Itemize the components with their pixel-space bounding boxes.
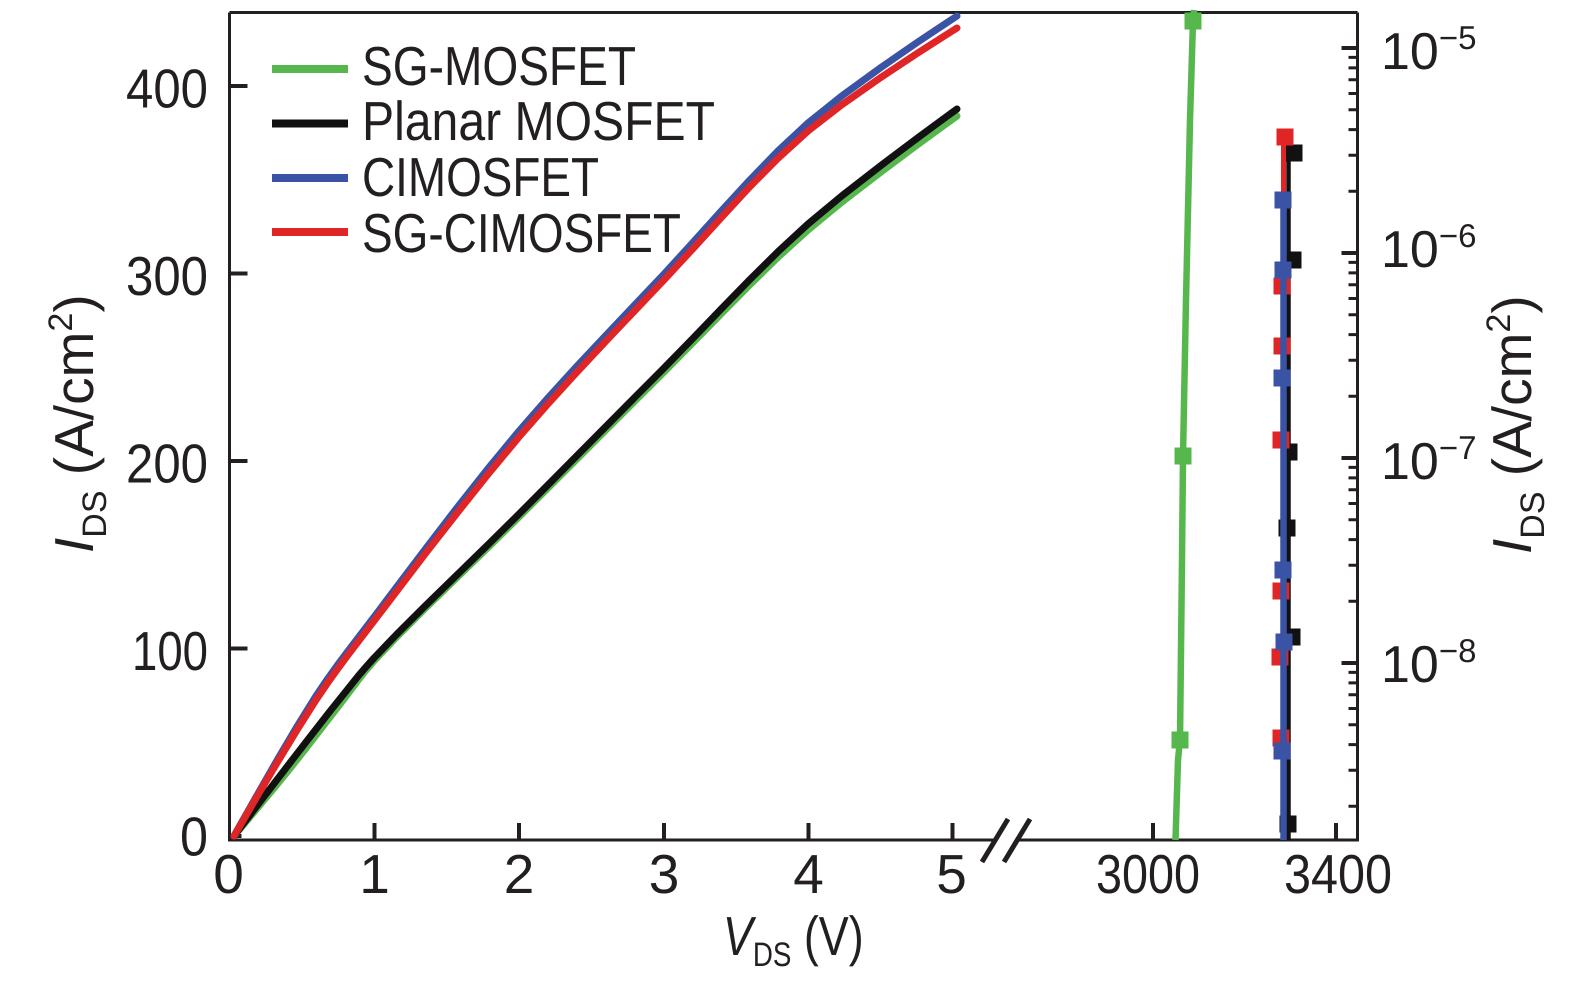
svg-text:VDS (V): VDS (V) [723, 905, 864, 974]
svg-text:300: 300 [126, 245, 208, 307]
svg-text:10−6: 10−6 [1381, 217, 1476, 279]
svg-text:CIMOSFET: CIMOSFET [362, 146, 599, 208]
svg-text:400: 400 [126, 58, 208, 120]
svg-text:IDS (A/cm2): IDS (A/cm2) [42, 294, 114, 553]
svg-text:5: 5 [936, 843, 967, 905]
svg-text:3: 3 [649, 843, 680, 905]
svg-text:1: 1 [359, 843, 390, 905]
svg-text:3000: 3000 [1096, 843, 1200, 905]
svg-text:100: 100 [132, 620, 208, 682]
svg-text:2: 2 [504, 843, 535, 905]
svg-text:4: 4 [793, 843, 824, 905]
svg-text:SG-MOSFET: SG-MOSFET [362, 35, 636, 97]
svg-text:IDS (A/cm2): IDS (A/cm2) [1480, 295, 1552, 554]
svg-text:0: 0 [213, 843, 244, 905]
svg-text:200: 200 [126, 433, 208, 495]
svg-text:0: 0 [180, 806, 208, 868]
svg-text:SG-CIMOSFET: SG-CIMOSFET [362, 202, 681, 264]
svg-text:Planar MOSFET: Planar MOSFET [362, 90, 715, 152]
svg-text:3400: 3400 [1284, 843, 1392, 905]
